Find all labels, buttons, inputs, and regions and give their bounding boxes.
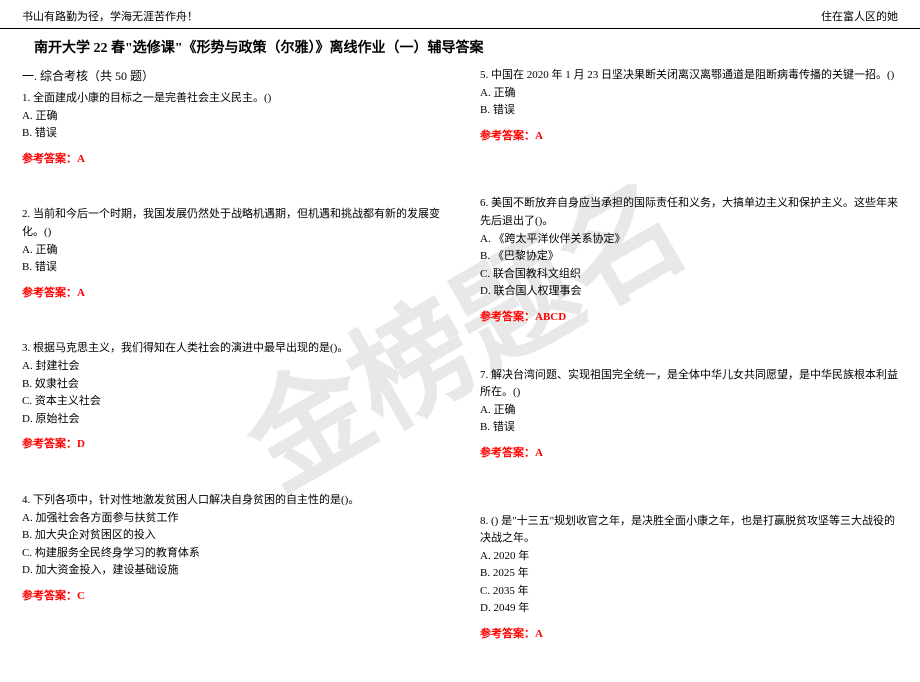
page-header: 书山有路勤为径，学海无涯苦作舟！ 住在富人区的她 (0, 0, 920, 29)
question-4: 4. 下列各项中，针对性地激发贫困人口解决自身贫困的自主性的是()。 A. 加强… (22, 492, 440, 606)
question-text: 6. 美国不断放弃自身应当承担的国际责任和义务，大搞单边主义和保护主义。这些年来… (480, 195, 898, 230)
question-option: A. 正确 (480, 402, 898, 420)
question-option: B. 《巴黎协定》 (480, 248, 898, 266)
question-text: 2. 当前和今后一个时期，我国发展仍然处于战略机遇期，但机遇和挑战都有新的发展变… (22, 206, 440, 241)
question-option: C. 联合国教科文组织 (480, 266, 898, 284)
page-title: 南开大学 22 春"选修课"《形势与政策（尔雅）》离线作业（一）辅导答案 (0, 29, 920, 67)
question-option: A. 正确 (480, 85, 898, 103)
question-text: 4. 下列各项中，针对性地激发贫困人口解决自身贫困的自主性的是()。 (22, 492, 440, 510)
question-text: 7. 解决台湾问题、实现祖国完全统一，是全体中华儿女共同愿望，是中华民族根本利益… (480, 367, 898, 402)
page-content: 书山有路勤为径，学海无涯苦作舟！ 住在富人区的她 南开大学 22 春"选修课"《… (0, 0, 920, 682)
question-option: B. 2025 年 (480, 565, 898, 583)
question-option: A. 2020 年 (480, 548, 898, 566)
right-column: 5. 中国在 2020 年 1 月 23 日坚决果断关闭离汉离鄂通道是阻断病毒传… (480, 67, 898, 682)
question-option: D. 原始社会 (22, 411, 440, 429)
columns-container: 一. 综合考核（共 50 题） 1. 全面建成小康的目标之一是完善社会主义民主。… (0, 67, 920, 682)
question-option: A. 正确 (22, 108, 440, 126)
question-7: 7. 解决台湾问题、实现祖国完全统一，是全体中华儿女共同愿望，是中华民族根本利益… (480, 367, 898, 463)
question-option: D. 2049 年 (480, 600, 898, 618)
question-option: D. 联合国人权理事会 (480, 283, 898, 301)
section-header: 一. 综合考核（共 50 题） (22, 67, 440, 84)
question-option: C. 2035 年 (480, 583, 898, 601)
question-option: B. 加大央企对贫困区的投入 (22, 527, 440, 545)
answer-label: 参考答案：A (480, 128, 898, 146)
answer-label: 参考答案：D (22, 436, 440, 454)
question-text: 5. 中国在 2020 年 1 月 23 日坚决果断关闭离汉离鄂通道是阻断病毒传… (480, 67, 898, 85)
question-6: 6. 美国不断放弃自身应当承担的国际责任和义务，大搞单边主义和保护主义。这些年来… (480, 195, 898, 326)
question-text: 3. 根据马克思主义，我们得知在人类社会的演进中最早出现的是()。 (22, 340, 440, 358)
question-option: A. 加强社会各方面参与扶贫工作 (22, 510, 440, 528)
answer-label: 参考答案：A (22, 151, 440, 169)
answer-label: 参考答案：A (22, 285, 440, 303)
question-option: C. 资本主义社会 (22, 393, 440, 411)
question-option: D. 加大资金投入，建设基础设施 (22, 562, 440, 580)
header-right: 住在富人区的她 (821, 8, 898, 24)
question-1: 1. 全面建成小康的目标之一是完善社会主义民主。() A. 正确 B. 错误 参… (22, 90, 440, 168)
question-option: A. 《跨太平洋伙伴关系协定》 (480, 231, 898, 249)
question-option: A. 正确 (22, 242, 440, 260)
question-option: B. 错误 (22, 259, 440, 277)
question-option: A. 封建社会 (22, 358, 440, 376)
question-option: B. 错误 (480, 102, 898, 120)
question-5: 5. 中国在 2020 年 1 月 23 日坚决果断关闭离汉离鄂通道是阻断病毒传… (480, 67, 898, 145)
answer-label: 参考答案：C (22, 588, 440, 606)
question-text: 8. () 是"十三五"规划收官之年，是决胜全面小康之年，也是打赢脱贫攻坚等三大… (480, 513, 898, 548)
question-option: B. 错误 (480, 419, 898, 437)
question-text: 1. 全面建成小康的目标之一是完善社会主义民主。() (22, 90, 440, 108)
question-2: 2. 当前和今后一个时期，我国发展仍然处于战略机遇期，但机遇和挑战都有新的发展变… (22, 206, 440, 302)
left-column: 一. 综合考核（共 50 题） 1. 全面建成小康的目标之一是完善社会主义民主。… (22, 67, 440, 682)
answer-label: 参考答案：A (480, 626, 898, 644)
question-3: 3. 根据马克思主义，我们得知在人类社会的演进中最早出现的是()。 A. 封建社… (22, 340, 440, 454)
header-left: 书山有路勤为径，学海无涯苦作舟！ (22, 8, 198, 24)
question-option: B. 奴隶社会 (22, 376, 440, 394)
question-8: 8. () 是"十三五"规划收官之年，是决胜全面小康之年，也是打赢脱贫攻坚等三大… (480, 513, 898, 644)
question-option: C. 构建服务全民终身学习的教育体系 (22, 545, 440, 563)
answer-label: 参考答案：A (480, 445, 898, 463)
question-option: B. 错误 (22, 125, 440, 143)
answer-label: 参考答案：ABCD (480, 309, 898, 327)
